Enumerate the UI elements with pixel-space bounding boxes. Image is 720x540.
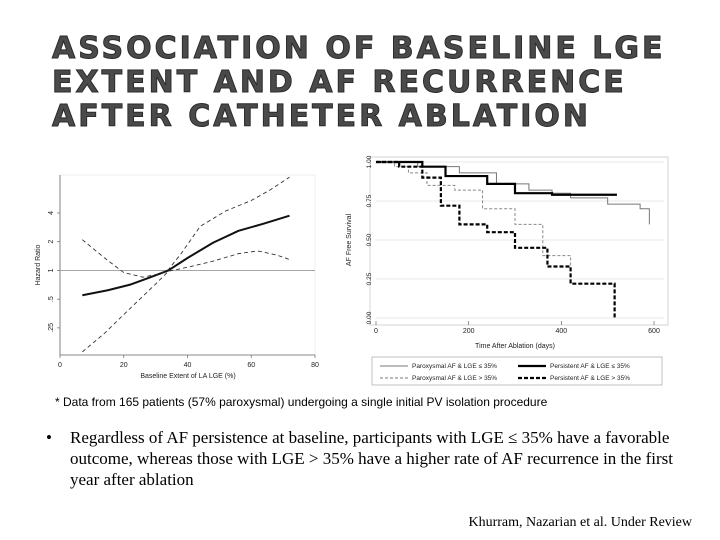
km-x-tick-label: 200 [463,328,475,335]
hr-y-tick-label: .25 [48,323,55,333]
hr-y-tick-label: 1 [48,268,55,272]
hr-y-label: Hazard Ratio [35,244,42,285]
legend-label-persist-high: Persistent AF & LGE > 35% [550,375,630,382]
km-line-persist-high [376,160,616,318]
hr-y-tick-label: .5 [48,296,55,302]
km-x-label: Time After Ablation (days) [475,343,555,350]
km-y-tick-label: 0.75 [366,194,373,207]
bullet-dot: • [46,428,52,447]
hr-y-tick-label: 2 [48,240,55,244]
finding-bullet: • Regardless of AF persistence at baseli… [46,427,676,490]
km-y-tick-label: 0.00 [366,311,373,324]
bullet-text: Regardless of AF persistence at baseline… [70,428,673,489]
hr-estimate-line [82,214,290,297]
km-legend: Paroxysmal AF & LGE ≤ 35% Persistent AF … [371,356,663,386]
km-y-tick-label: 0.50 [366,233,373,246]
hr-x-tick-label: 60 [247,362,255,369]
slide-title: ASSOCIATION OF BASELINE LGE EXTENT AND A… [52,31,692,134]
hr-y-tick-label: 4 [48,211,55,215]
km-y-tick-label: 1.00 [366,155,373,168]
km-y-tick-label: 0.25 [366,272,373,285]
hr-x-tick-label: 0 [58,362,62,369]
hr-x-tick-label: 20 [120,362,128,369]
hr-x-tick-label: 80 [311,362,319,369]
km-x-tick-label: 600 [648,328,660,335]
title-line-2: EXTENT AND AF RECURRENCE [52,65,627,100]
legend-label-persist-low: Persistent AF & LGE ≤ 35% [550,363,630,370]
hr-x-label: Baseline Extent of LA LGE (%) [140,373,235,380]
hr-x-tick-label: 40 [184,362,192,369]
km-line-parox-low [376,161,650,225]
title-line-3: AFTER CATHETER ABLATION [52,99,592,134]
km-plot-frame [369,156,669,326]
legend-label-parox-low: Paroxysmal AF & LGE ≤ 35% [412,363,497,370]
km-x-tick-label: 0 [374,328,378,335]
title-line-1: ASSOCIATION OF BASELINE LGE [52,31,666,66]
data-footnote: * Data from 165 patients (57% paroxysmal… [55,395,548,409]
legend-label-parox-high: Paroxysmal AF & LGE > 35% [412,375,497,382]
citation: Khurram, Nazarian et al. Under Review [468,515,692,530]
km-x-tick-label: 400 [555,328,567,335]
hr-lower-ci-line [82,250,290,353]
km-legend-box [371,356,663,386]
km-y-label: AF Free Survival [346,213,353,266]
